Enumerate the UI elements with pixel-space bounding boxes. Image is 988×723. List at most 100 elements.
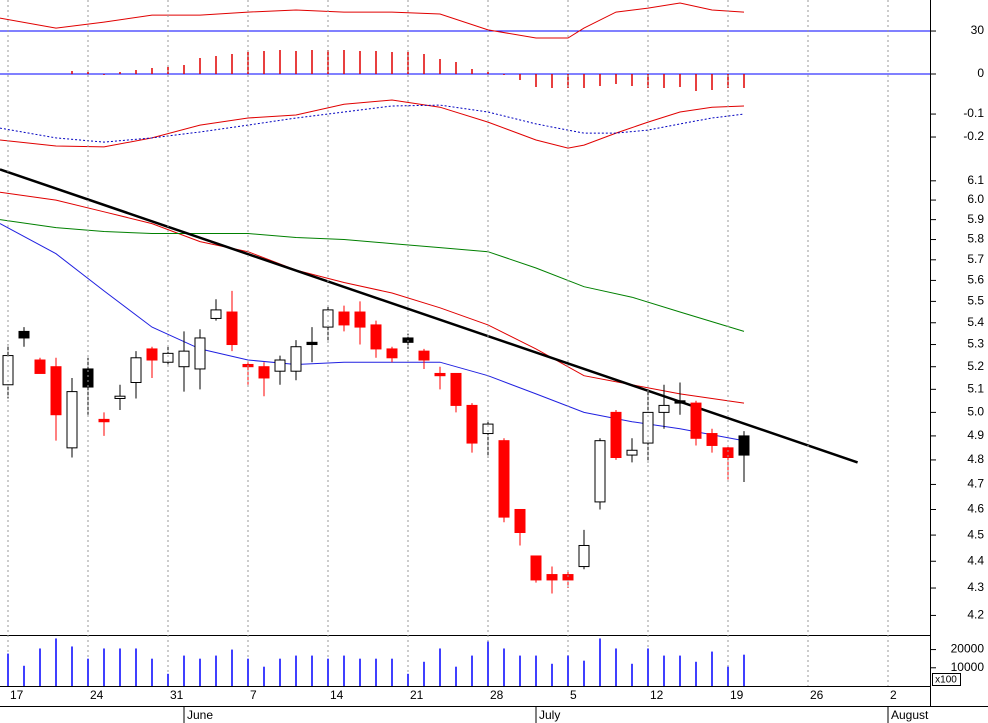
y-tick-label: 6.0 xyxy=(967,192,984,206)
candle-body xyxy=(690,402,702,439)
bar xyxy=(23,665,25,686)
bar xyxy=(679,74,681,87)
candle-body xyxy=(610,411,622,458)
bar xyxy=(647,648,649,686)
candle-body xyxy=(210,309,222,319)
candle-body xyxy=(354,311,366,328)
bar xyxy=(487,641,489,686)
candle-body xyxy=(146,348,158,361)
bar xyxy=(407,52,409,74)
bar xyxy=(615,648,617,686)
bar xyxy=(71,646,73,686)
bar xyxy=(87,72,89,74)
y-tick-label: 5.8 xyxy=(967,232,984,246)
candle-body xyxy=(514,508,526,533)
bar xyxy=(87,658,89,686)
bar xyxy=(423,661,425,686)
bar xyxy=(295,51,297,74)
candle-body xyxy=(578,544,590,568)
bar xyxy=(663,655,665,686)
bar xyxy=(55,638,57,686)
candle-body xyxy=(162,352,174,363)
unit-box xyxy=(932,673,961,686)
x-tick-label: 5 xyxy=(570,688,577,702)
bar xyxy=(103,648,105,686)
month-label: July xyxy=(539,708,560,722)
bar xyxy=(439,59,441,74)
candle-body xyxy=(546,574,558,581)
bar xyxy=(695,74,697,91)
bar xyxy=(711,74,713,90)
bar xyxy=(503,74,505,75)
y-tick-label: 5.2 xyxy=(967,359,984,373)
y-tick-label: 5.3 xyxy=(967,337,984,351)
bar xyxy=(375,51,377,74)
candle-body xyxy=(642,411,654,444)
candle-body xyxy=(370,324,382,350)
candle-body xyxy=(274,359,286,372)
candle-body xyxy=(50,366,62,416)
y-tick-label: 0 xyxy=(977,66,984,80)
y-tick-label: 4.7 xyxy=(967,477,984,491)
x-tick-label: 28 xyxy=(490,688,504,702)
candle-body xyxy=(322,309,334,328)
line xyxy=(0,219,745,332)
bar xyxy=(263,666,265,686)
candle-body xyxy=(722,447,734,458)
candle-body xyxy=(226,311,238,346)
bar xyxy=(615,74,617,84)
bar xyxy=(599,638,601,686)
bar xyxy=(247,52,249,74)
y-tick-label: 5.0 xyxy=(967,405,984,419)
bar xyxy=(199,58,201,74)
candle-body xyxy=(130,357,142,383)
bar xyxy=(535,655,537,686)
line xyxy=(0,104,745,143)
bar xyxy=(183,655,185,686)
bar xyxy=(119,72,121,74)
bar xyxy=(663,74,665,88)
candle-body xyxy=(34,359,46,374)
bar xyxy=(743,74,745,88)
bar xyxy=(487,72,489,74)
bar xyxy=(215,655,217,686)
candle-body xyxy=(738,435,750,456)
x-tick-label: 17 xyxy=(10,688,24,702)
bar xyxy=(471,655,473,686)
bar xyxy=(151,658,153,686)
candle-body xyxy=(594,440,606,503)
bar xyxy=(343,655,345,686)
y-tick-label: 5.6 xyxy=(967,273,984,287)
bar xyxy=(199,658,201,686)
x-tick-label: 14 xyxy=(330,688,344,702)
bar xyxy=(135,648,137,686)
candle-body xyxy=(82,368,94,388)
bar xyxy=(535,74,537,87)
x-tick-label: 7 xyxy=(250,688,257,702)
bar xyxy=(359,51,361,74)
y-tick-label: 4.3 xyxy=(967,580,984,594)
bar xyxy=(231,54,233,74)
bar xyxy=(167,673,169,686)
candle-body xyxy=(178,350,190,368)
bar xyxy=(551,663,553,686)
bar xyxy=(727,666,729,686)
bar xyxy=(71,71,73,74)
bar xyxy=(743,654,745,686)
bar xyxy=(183,65,185,74)
candle-body xyxy=(386,348,398,359)
y-tick-label: 20000 xyxy=(951,642,985,656)
bar xyxy=(711,651,713,686)
y-tick-label: 5.1 xyxy=(967,381,984,395)
x-tick-label: 2 xyxy=(890,688,897,702)
y-tick-label: 5.5 xyxy=(967,294,984,308)
y-tick-label: 4.2 xyxy=(967,608,984,622)
x-tick-label: 31 xyxy=(170,688,184,702)
bar xyxy=(375,658,377,686)
bar xyxy=(407,673,409,686)
candle-body xyxy=(530,555,542,581)
candle-body xyxy=(466,404,478,444)
x-tick-label: 24 xyxy=(90,688,104,702)
